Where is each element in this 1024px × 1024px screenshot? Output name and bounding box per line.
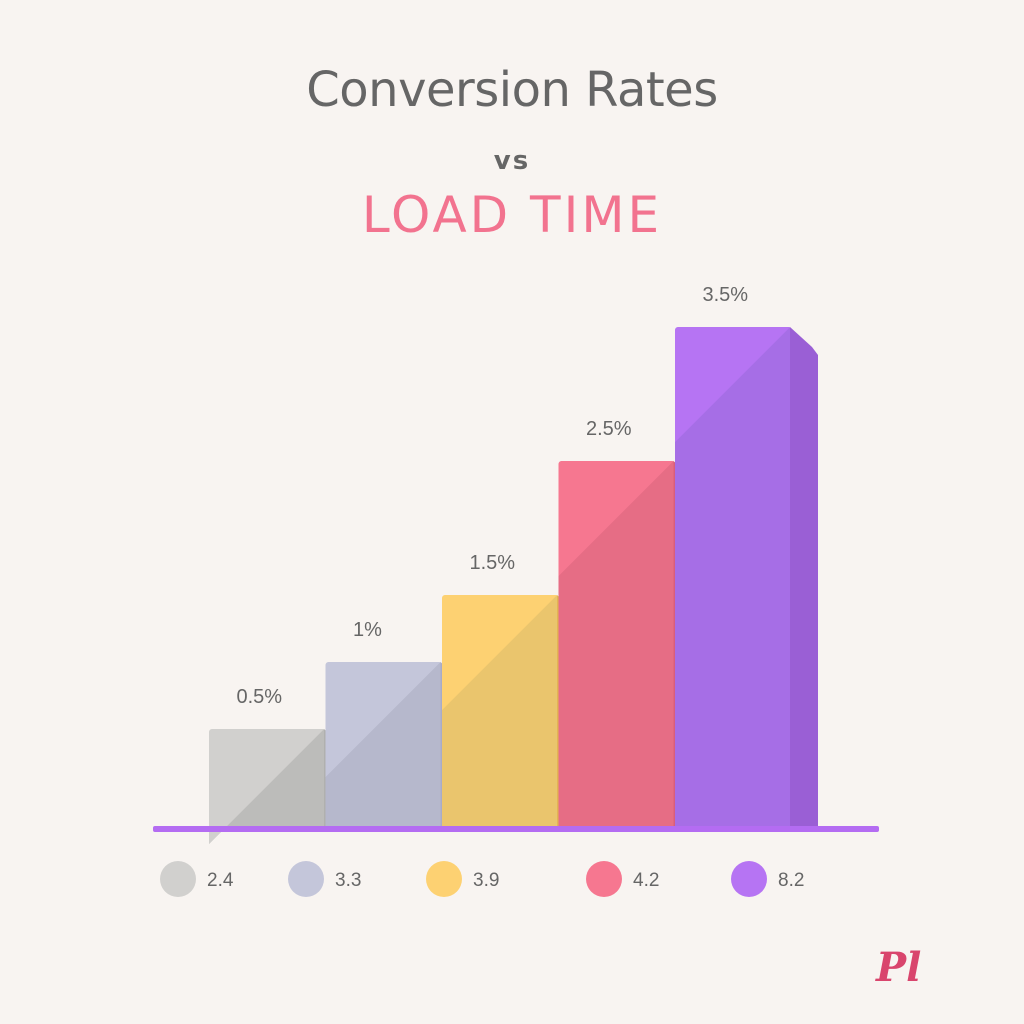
legend-label-2: 3.3 (335, 870, 361, 891)
bar-shadow-5 (675, 327, 790, 828)
data-label-1: 0.5% (237, 686, 283, 708)
data-label-3: 1.5% (470, 552, 516, 574)
bar-shadow-4 (558, 461, 674, 828)
chart-subtitle: LOAD TIME (361, 186, 663, 244)
data-label-4: 2.5% (586, 418, 632, 440)
bar-face-1 (209, 729, 324, 844)
chart-title: Conversion Rates (306, 62, 718, 118)
brand-logo: Pl (876, 944, 922, 991)
bar-face-3 (442, 595, 557, 710)
legend-swatch-5 (731, 861, 767, 897)
legend-label-3: 3.9 (473, 870, 499, 891)
bar-shadow-2 (325, 662, 441, 828)
legend-label-5: 8.2 (778, 870, 804, 891)
legend-label-1: 2.4 (207, 870, 234, 891)
legend-swatch-3 (426, 861, 462, 897)
legend-label-4: 4.2 (633, 870, 659, 891)
bar-face-2 (325, 662, 441, 777)
vs-label: vs (493, 146, 531, 176)
data-label-5: 3.5% (703, 284, 749, 306)
legend-swatch-2 (288, 861, 324, 897)
x-axis-line (153, 826, 879, 832)
bar-side-5 (790, 327, 818, 828)
bar-face-5 (675, 327, 790, 442)
legend-swatch-1 (160, 861, 196, 897)
bar-face-4 (558, 461, 674, 576)
bar-shadow-3 (442, 595, 557, 828)
legend-swatch-4 (586, 861, 622, 897)
data-label-2: 1% (353, 619, 382, 641)
